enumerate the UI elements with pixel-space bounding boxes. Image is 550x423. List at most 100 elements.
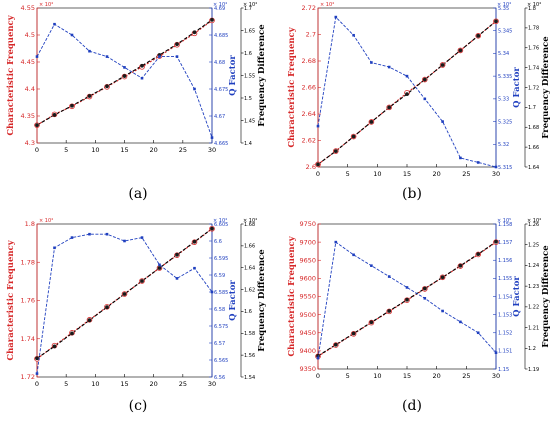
diff-y-tick-label: 1.68 bbox=[528, 125, 539, 131]
left-y-tick-label: 2.68 bbox=[302, 57, 316, 65]
q-y-tick-label: 1.15 bbox=[498, 367, 509, 373]
series-black-point bbox=[70, 103, 74, 108]
series-blue-point bbox=[53, 22, 56, 26]
series-black-point bbox=[70, 331, 74, 336]
x-tick-label: 25 bbox=[179, 380, 187, 388]
x-tick-label: 5 bbox=[64, 146, 68, 154]
series-black-point bbox=[440, 63, 445, 67]
series-black-point bbox=[192, 239, 197, 244]
series-black-point bbox=[458, 48, 463, 53]
diff-axis-label: Frequency Difference bbox=[541, 245, 550, 348]
q-y-tick-label: 1.153 bbox=[498, 312, 512, 318]
diff-y-tick-label: 1.66 bbox=[528, 145, 539, 151]
x-tick-label: 10 bbox=[373, 170, 381, 178]
series-blue-point bbox=[193, 266, 196, 270]
series-black-point bbox=[87, 318, 92, 323]
series-black-point bbox=[35, 356, 39, 361]
x-tick-label: 25 bbox=[462, 372, 470, 380]
q-y-tick-label: 1.156 bbox=[498, 258, 512, 264]
q-axis-exponent: × 10⁴ bbox=[497, 2, 511, 8]
series-black-point bbox=[387, 309, 392, 313]
series-black-point bbox=[458, 263, 463, 268]
series-black-point bbox=[405, 92, 409, 97]
x-tick-label: 10 bbox=[91, 146, 99, 154]
series-blue-point bbox=[105, 55, 109, 58]
diff-y-tick-label: 1.2 bbox=[528, 346, 536, 352]
left-y-tick-label: 2.62 bbox=[302, 137, 316, 145]
series-blue-point bbox=[88, 232, 91, 236]
diff-axis-label: Frequency Difference bbox=[257, 24, 267, 127]
series-black-point bbox=[210, 226, 214, 231]
series-blue-point bbox=[35, 372, 39, 375]
chart-panel-c: 0 5 10 15 20 25 30 1.72 1.74 1.76 1.78 1.8 × 10⁴ Char… bbox=[6, 218, 267, 414]
x-tick-label: 15 bbox=[403, 170, 411, 178]
x-tick-label: 5 bbox=[346, 170, 350, 178]
x-tick-label: 15 bbox=[403, 372, 411, 380]
diff-axis-exponent: × 10⁴ bbox=[527, 2, 541, 8]
series-blue-point bbox=[334, 15, 338, 19]
left-y-tick-label: 9550 bbox=[299, 293, 316, 301]
q-y-tick-label: 5.325 bbox=[498, 119, 512, 125]
left-y-tick-label: 9350 bbox=[299, 365, 316, 373]
series-blue-point bbox=[316, 356, 320, 360]
x-tick-label: 15 bbox=[120, 146, 128, 154]
series-blue-point bbox=[494, 165, 498, 169]
chart-panel-b: 0 5 10 15 20 25 30 2.6 2.62 2.64 2.66 2.68 2.7 2.72 × … bbox=[287, 2, 550, 202]
q-y-tick-label: 6.59 bbox=[214, 273, 225, 279]
left-y-tick-label: 9650 bbox=[299, 256, 316, 264]
diff-y-tick-label: 1.62 bbox=[244, 287, 255, 293]
diff-y-tick-label: 1.72 bbox=[528, 85, 539, 91]
series-blue-point bbox=[140, 76, 144, 80]
series-black-point bbox=[122, 74, 127, 78]
series-black-point bbox=[87, 94, 92, 98]
left-axis-exponent: × 10⁴ bbox=[39, 2, 53, 8]
q-axis-exponent: × 10⁴ bbox=[213, 2, 227, 8]
series-black-point bbox=[210, 17, 214, 22]
left-axis-label: Characteristic Frequency bbox=[6, 239, 16, 360]
q-y-tick-label: 5.335 bbox=[498, 74, 512, 80]
series-black-point bbox=[140, 63, 144, 68]
x-tick-label: 30 bbox=[208, 380, 216, 388]
series-black-point bbox=[333, 342, 338, 347]
q-axis-label: Q Factor bbox=[512, 67, 522, 108]
series-black-point bbox=[35, 123, 39, 128]
series-black-point bbox=[387, 105, 392, 110]
series-blue-point bbox=[423, 97, 427, 101]
left-y-tick-label: 9400 bbox=[299, 347, 316, 355]
series-blue-line bbox=[36, 233, 213, 374]
q-y-tick-label: 1.155 bbox=[498, 276, 512, 282]
diff-y-tick-label: 1.26 bbox=[528, 222, 539, 228]
x-tick-label: 10 bbox=[373, 372, 381, 380]
series-black-point bbox=[140, 279, 144, 283]
diff-axis-label: Frequency Difference bbox=[541, 36, 550, 139]
x-tick-label: 25 bbox=[462, 170, 470, 178]
x-tick-label: 25 bbox=[179, 146, 187, 154]
left-y-tick-label: 2.72 bbox=[302, 4, 316, 12]
series-black-line bbox=[36, 228, 213, 359]
series-blue-point bbox=[405, 74, 409, 78]
x-tick-label: 0 bbox=[35, 380, 39, 388]
diff-axis-exponent: × 10⁴ bbox=[243, 2, 257, 8]
diff-y-tick-label: 1.65 bbox=[244, 28, 255, 34]
q-axis-label: Q Factor bbox=[228, 280, 238, 321]
left-y-tick-label: 2.7 bbox=[306, 31, 316, 39]
left-y-tick-label: 9500 bbox=[299, 311, 316, 319]
x-tick-label: 5 bbox=[64, 380, 68, 388]
series-black-point bbox=[351, 134, 356, 139]
series-blue-point bbox=[459, 320, 462, 324]
series-blue-point bbox=[423, 297, 427, 300]
panel-label: (b) bbox=[402, 186, 422, 202]
left-y-tick-label: 1.78 bbox=[21, 258, 35, 266]
left-y-tick-label: 1.74 bbox=[21, 335, 35, 343]
series-blue-point bbox=[123, 66, 126, 69]
series-blue-point bbox=[70, 33, 74, 37]
q-y-tick-label: 1.157 bbox=[498, 240, 512, 246]
q-y-tick-label: 6.57 bbox=[214, 341, 225, 347]
x-tick-label: 0 bbox=[316, 372, 320, 380]
left-y-tick-label: 4.4 bbox=[25, 85, 35, 93]
left-axis-label: Characteristic Frequency bbox=[287, 26, 297, 147]
series-blue-point bbox=[210, 290, 214, 294]
x-tick-label: 20 bbox=[433, 372, 441, 380]
panel-label: (c) bbox=[129, 398, 148, 414]
diff-y-tick-label: 1.8 bbox=[528, 6, 536, 12]
